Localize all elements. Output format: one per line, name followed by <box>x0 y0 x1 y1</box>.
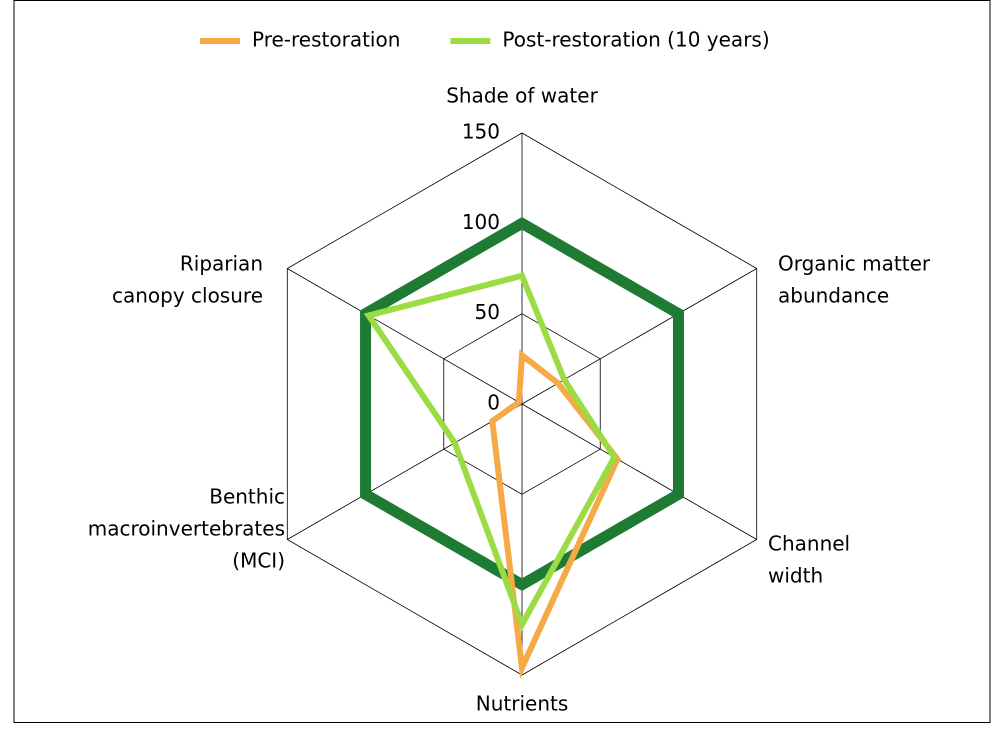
axis-label: abundance <box>778 284 889 308</box>
series-line <box>363 272 618 632</box>
labels: 0 50 100 150 Shade of water Organic matter abu… <box>88 28 931 716</box>
axis-label: Benthic <box>209 485 285 509</box>
axis-label: Organic matter <box>778 252 931 276</box>
r-tick-label: 150 <box>462 120 500 144</box>
axis-label: width <box>768 564 823 588</box>
r-tick-label: 50 <box>475 300 500 324</box>
spoke <box>521 268 757 405</box>
axis-label: macroinvertebrates <box>88 517 285 541</box>
r-tick-label: 100 <box>462 210 500 234</box>
frame <box>13 0 991 723</box>
spoke <box>521 403 757 540</box>
grid <box>286 132 758 676</box>
axis-label: canopy closure <box>112 284 263 308</box>
axis-label: Riparian <box>180 252 263 276</box>
series-layer <box>360 216 684 679</box>
series-line <box>489 349 621 679</box>
axis-label: Channel <box>768 532 850 556</box>
axis-label: (MCI) <box>232 549 285 573</box>
legend-label: Pre-restoration <box>252 28 400 52</box>
r-tick-label: 0 <box>487 391 500 415</box>
axis-label: Shade of water <box>446 84 598 108</box>
spoke <box>287 268 523 405</box>
axis-label: Nutrients <box>476 692 569 716</box>
spoke <box>287 403 523 540</box>
legend-label: Post-restoration (10 years) <box>502 28 769 52</box>
